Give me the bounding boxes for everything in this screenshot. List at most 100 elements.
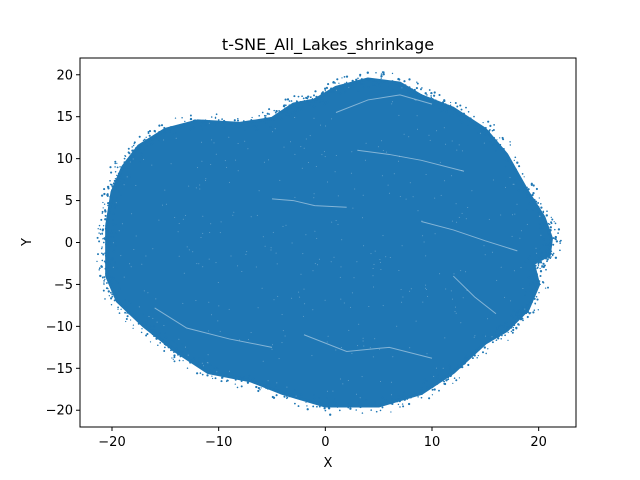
scatter-point [305, 96, 308, 99]
scatter-gap-speckle [398, 114, 400, 116]
scatter-point [109, 245, 111, 248]
scatter-point [402, 394, 405, 397]
scatter-gap-speckle [351, 352, 353, 354]
scatter-point [473, 115, 475, 118]
scatter-gap-speckle [402, 296, 404, 298]
scatter-gap-speckle [208, 122, 210, 124]
scatter-point [291, 111, 294, 114]
scatter-point [165, 344, 167, 346]
scatter-point [101, 276, 104, 279]
scatter-gap-speckle [129, 161, 131, 163]
scatter-point [545, 249, 548, 252]
scatter-point [116, 162, 118, 165]
scatter-point [532, 281, 534, 284]
scatter-point [132, 327, 134, 330]
scatter-point [559, 249, 561, 252]
scatter-point [270, 387, 273, 390]
scatter-point [533, 267, 536, 270]
scatter-point [111, 185, 114, 188]
scatter-point [105, 222, 108, 225]
scatter-point [177, 353, 179, 356]
x-tick-label: −20 [98, 435, 125, 450]
scatter-gap-speckle [513, 270, 515, 272]
scatter-point [235, 123, 238, 126]
scatter-point [540, 206, 543, 209]
scatter-point [403, 84, 405, 87]
scatter-point [428, 397, 431, 400]
scatter-point [522, 307, 525, 311]
scatter-point [495, 150, 498, 152]
scatter-point [187, 349, 189, 352]
scatter-point [126, 309, 128, 311]
scatter-gap-speckle [299, 296, 301, 298]
scatter-point [105, 250, 108, 253]
scatter-point [314, 106, 317, 109]
scatter-point [293, 110, 296, 113]
scatter-point [341, 77, 343, 79]
scatter-point [107, 272, 109, 274]
scatter-gap-speckle [235, 159, 237, 161]
scatter-gap-speckle [461, 170, 463, 172]
scatter-gap-speckle [445, 143, 447, 145]
scatter-gap-speckle [340, 298, 342, 300]
scatter-point [550, 250, 553, 252]
scatter-point [366, 71, 369, 74]
scatter-point [280, 118, 283, 121]
scatter-point [110, 171, 113, 174]
scatter-point [293, 95, 296, 98]
scatter-gap-speckle [244, 140, 246, 142]
scatter-point [303, 99, 306, 102]
scatter-gap-speckle [184, 346, 186, 348]
scatter-point [106, 277, 110, 281]
scatter-point [175, 132, 177, 134]
scatter-point [532, 273, 535, 276]
scatter-point [111, 228, 114, 231]
scatter-gap-speckle [331, 221, 333, 223]
scatter-point [114, 162, 116, 165]
scatter-gap-speckle [200, 237, 202, 238]
scatter-point [104, 254, 108, 257]
scatter-point [115, 197, 118, 200]
scatter-gap-speckle [416, 115, 418, 117]
scatter-point [259, 384, 261, 386]
scatter-point [421, 390, 424, 393]
scatter-gap-speckle [473, 336, 475, 338]
scatter-point [466, 357, 468, 359]
scatter-point [554, 235, 557, 239]
scatter-gap-speckle [312, 309, 314, 311]
scatter-point [132, 312, 134, 315]
scatter-point [463, 362, 466, 365]
scatter-point [155, 337, 158, 340]
scatter-point [143, 321, 146, 324]
scatter-gap-speckle [380, 269, 382, 270]
scatter-point [541, 251, 543, 254]
scatter-gap-speckle [462, 297, 464, 299]
scatter-point [290, 107, 293, 110]
scatter-gap-speckle [247, 148, 249, 150]
scatter-point [107, 290, 110, 293]
scatter-point [320, 99, 324, 102]
scatter-point [410, 99, 413, 102]
scatter-point [263, 114, 266, 117]
scatter-point [526, 304, 528, 307]
scatter-point [177, 125, 179, 127]
scatter-gap-speckle [417, 210, 419, 212]
scatter-point [133, 157, 136, 160]
scatter-point [497, 336, 499, 338]
scatter-point [407, 402, 411, 406]
scatter-gap-speckle [250, 216, 252, 218]
scatter-gap-speckle [409, 290, 411, 292]
scatter-point [530, 196, 532, 199]
scatter-point [178, 359, 181, 362]
scatter-point [477, 354, 479, 357]
scatter-point [447, 378, 450, 381]
scatter-point [163, 126, 166, 129]
scatter-gap-speckle [368, 306, 370, 307]
scatter-point [537, 265, 540, 267]
scatter-point [344, 82, 346, 85]
scatter-point [530, 183, 533, 186]
scatter-point [220, 380, 223, 383]
scatter-point [230, 376, 233, 379]
scatter-point [476, 357, 478, 359]
scatter-point [136, 146, 139, 149]
